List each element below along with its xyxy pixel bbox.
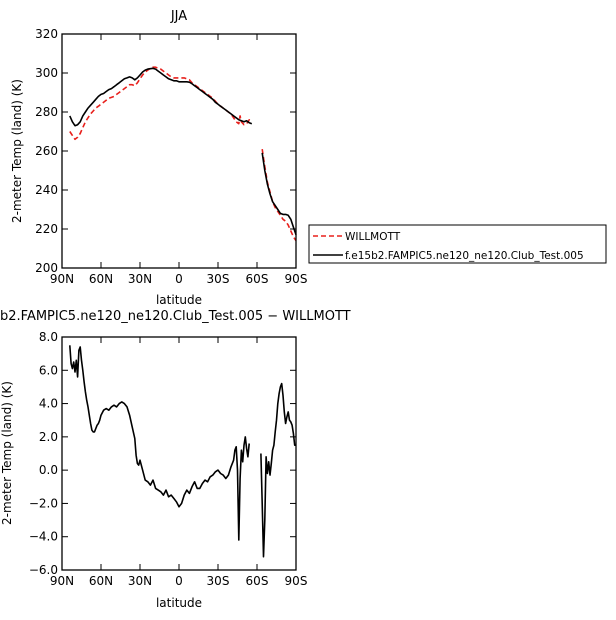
y-tick-label: 2.0 xyxy=(39,430,58,444)
top-chart-xlabel: latitude xyxy=(156,293,202,307)
series-line-1 xyxy=(261,152,297,236)
x-tick-label: 30S xyxy=(207,574,230,588)
y-tick-label: 280 xyxy=(35,105,58,119)
legend-label-model: f.e15b2.FAMPIC5.ne120_ne120.Club_Test.00… xyxy=(345,250,584,262)
top-chart-title: JJA xyxy=(170,9,187,24)
y-tick-label: 260 xyxy=(35,144,58,158)
bottom-plot-area: 90N 60N 30N 0 30S 60S 90S −6.0 −4.0 −2.0 0.0 2.0 4.0… xyxy=(29,330,308,588)
x-tick-label: 30N xyxy=(128,574,152,588)
legend: WILLMOTT f.e15b2.FAMPIC5.ne120_ne120.Clu… xyxy=(308,224,607,264)
x-tick-label: 0 xyxy=(175,574,183,588)
bottom-chart-xlabel: latitude xyxy=(156,596,202,610)
top-chart-ylabel: 2-meter Temp (land) (K) xyxy=(10,79,24,223)
y-tick-label: 200 xyxy=(35,261,58,275)
x-tick-label: 60S xyxy=(246,574,269,588)
bottom-chart: b2.FAMPIC5.ne120_ne120.Club_Test.005 − W… xyxy=(0,309,351,610)
series-line-1 xyxy=(69,67,253,127)
series-line-0 xyxy=(69,345,250,541)
y-tick-label: 300 xyxy=(35,66,58,80)
x-tick-label: 30N xyxy=(128,272,152,286)
y-tick-label: 8.0 xyxy=(39,330,58,344)
y-tick-label: 240 xyxy=(35,183,58,197)
x-tick-label: 60S xyxy=(246,272,269,286)
x-tick-label: 0 xyxy=(175,272,183,286)
x-tick-label: 90S xyxy=(285,574,308,588)
legend-label-willmott: WILLMOTT xyxy=(345,231,401,243)
bottom-chart-ylabel: 2-meter Temp (land) (K) xyxy=(0,381,14,525)
y-tick-label: 0.0 xyxy=(39,463,58,477)
x-tick-label: 60N xyxy=(89,272,113,286)
bottom-chart-title: b2.FAMPIC5.ne120_ne120.Club_Test.005 − W… xyxy=(0,309,351,324)
x-tick-label: 90N xyxy=(50,272,74,286)
top-plot-area: 90N 60N 30N 0 30S 60S 90S 200 220 240 260 280 300 320 xyxy=(35,27,307,286)
y-tick-label: 6.0 xyxy=(39,363,58,377)
x-tick-label: 30S xyxy=(207,272,230,286)
y-tick-label: −6.0 xyxy=(29,563,58,577)
top-chart: JJA 2-meter Temp (land) (K) latitude 90N… xyxy=(10,9,307,307)
bottom-plot-frame xyxy=(61,336,297,571)
top-plot-frame xyxy=(61,33,297,269)
x-tick-label: 90N xyxy=(50,574,74,588)
y-tick-label: −2.0 xyxy=(29,496,58,510)
y-tick-label: 4.0 xyxy=(39,397,58,411)
y-tick-label: 320 xyxy=(35,27,58,41)
y-tick-label: −4.0 xyxy=(29,530,58,544)
x-tick-label: 60N xyxy=(89,574,113,588)
x-tick-label: 90S xyxy=(285,272,308,286)
series-line-0 xyxy=(260,382,296,558)
series-line-0 xyxy=(69,66,253,141)
y-tick-label: 220 xyxy=(35,222,58,236)
legend-box xyxy=(308,224,607,264)
series-line-0 xyxy=(261,148,297,242)
